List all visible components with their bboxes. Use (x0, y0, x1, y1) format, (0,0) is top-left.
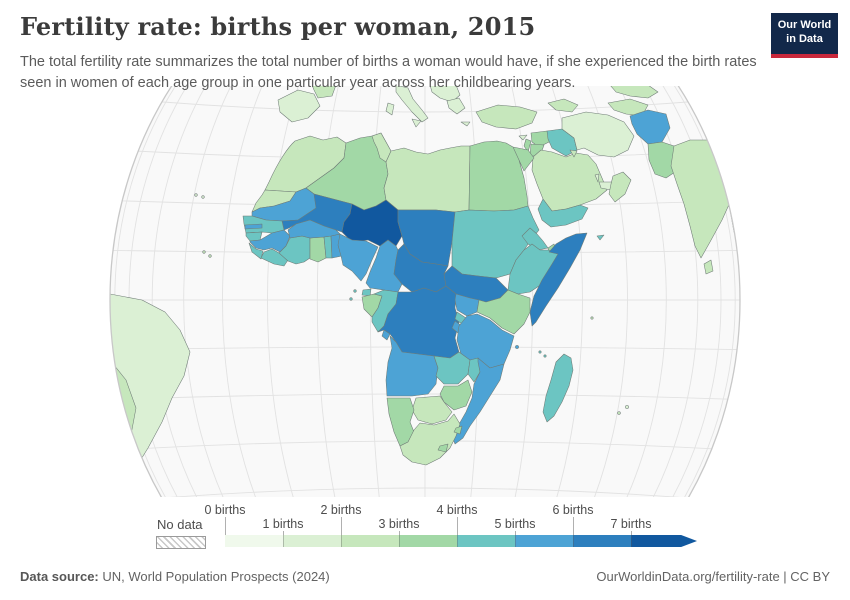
country-libya[interactable] (383, 145, 471, 213)
country-syria[interactable] (530, 130, 552, 148)
owid-logo[interactable]: Our World in Data (771, 13, 838, 58)
country-caucasus[interactable] (547, 98, 579, 113)
country-sao-tome[interactable] (353, 289, 357, 293)
country-comoros[interactable] (538, 350, 542, 354)
legend-tick-0 (225, 517, 226, 535)
page-subtitle: The total fertility rate summarizes the … (20, 54, 757, 92)
country-morocco[interactable] (264, 135, 347, 193)
legend-no-data-swatch[interactable] (156, 536, 206, 549)
country-burkina-faso[interactable] (287, 219, 341, 239)
legend-bin-2[interactable] (341, 535, 399, 547)
country-kenya[interactable] (476, 289, 531, 335)
canary-islands-icon[interactable] (201, 195, 205, 199)
legend-bin-6[interactable] (573, 535, 631, 547)
country-spain[interactable] (277, 89, 321, 123)
zanzibar-island[interactable] (515, 345, 519, 349)
country-lesotho[interactable] (437, 443, 449, 453)
legend-tick-6 (573, 517, 574, 535)
country-tunisia[interactable] (371, 132, 392, 163)
country-seychelles[interactable] (590, 316, 594, 320)
country-zambia[interactable] (433, 351, 471, 385)
country-zimbabwe[interactable] (439, 379, 473, 411)
legend-tick-1 (283, 531, 284, 535)
country-sao-tome[interactable] (349, 297, 353, 301)
canary-islands-icon[interactable] (194, 193, 198, 197)
country-cyprus[interactable] (518, 134, 528, 141)
owid-link[interactable]: OurWorldinData.org/fertility-rate | CC B… (596, 569, 830, 584)
owid-logo-line1: Our World (777, 19, 832, 31)
legend-bin-7[interactable] (631, 535, 697, 547)
legend-bin-1[interactable] (283, 535, 341, 547)
country-cape-verde[interactable] (208, 254, 212, 258)
country-yemen[interactable] (537, 198, 605, 241)
legend-tick-label-4: 4 births (436, 503, 478, 517)
data-source-text: UN, World Population Prospects (2024) (98, 569, 330, 584)
data-source-note: Data source: UN, World Population Prospe… (20, 569, 330, 584)
data-source-label: Data source: (20, 569, 99, 584)
country-eswatini[interactable] (453, 425, 463, 435)
country-iran[interactable] (561, 111, 635, 158)
country-cameroon[interactable] (365, 239, 403, 293)
countries-layer (82, 85, 740, 497)
country-kuwait[interactable] (569, 149, 578, 158)
legend-tick-label-5: 5 births (494, 517, 536, 531)
legend-tick-label-0: 0 births (204, 503, 246, 517)
country-mauritius[interactable] (625, 405, 629, 409)
country-mozambique[interactable] (451, 357, 505, 445)
country-uganda[interactable] (454, 293, 480, 317)
legend-tick-label-1: 1 births (262, 517, 304, 531)
country-madagascar[interactable] (542, 353, 574, 423)
footer: Data source: UN, World Population Prospe… (20, 569, 830, 584)
country-reunion[interactable] (617, 411, 621, 415)
legend-tick-5 (515, 531, 516, 535)
legend-tick-label-6: 6 births (552, 503, 594, 517)
country-botswana[interactable] (411, 395, 453, 425)
country-malawi[interactable] (467, 357, 481, 383)
country-oman[interactable] (608, 171, 632, 203)
country-sri-lanka[interactable] (703, 259, 714, 275)
legend-bin-4[interactable] (457, 535, 515, 547)
country-qatar[interactable] (594, 173, 600, 183)
legend-tick-4 (457, 517, 458, 535)
legend-no-data-label: No data (157, 517, 203, 532)
globe-outline (109, 86, 741, 497)
country-nigeria[interactable] (337, 233, 379, 282)
country-france[interactable] (311, 85, 337, 99)
country-comoros[interactable] (543, 354, 547, 358)
country-cape-verde[interactable] (202, 250, 206, 254)
owid-logo-line2: in Data (786, 33, 823, 46)
country-somalia[interactable] (529, 232, 588, 327)
legend-bin-0[interactable] (225, 535, 283, 547)
country-ghana[interactable] (309, 236, 327, 263)
country-eritrea[interactable] (521, 227, 549, 251)
legend-bin-5[interactable] (515, 535, 573, 547)
country-italy[interactable] (385, 85, 429, 128)
country-turkey[interactable] (475, 104, 538, 130)
country-greece[interactable] (446, 97, 471, 127)
legend-tick-3 (399, 531, 400, 535)
country-kazakhstan[interactable] (609, 85, 659, 99)
country-saudi-arabia[interactable] (531, 149, 608, 212)
legend-tick-2 (341, 517, 342, 535)
page-title: Fertility rate: births per woman, 2015 (20, 12, 536, 41)
legend-tick-7 (631, 531, 632, 535)
country-sierra-leone[interactable] (248, 242, 264, 260)
legend-bin-3[interactable] (399, 535, 457, 547)
country-angola[interactable] (381, 329, 439, 397)
country-gambia[interactable] (244, 223, 263, 230)
country-south-africa[interactable] (399, 413, 461, 466)
legend-tick-label-2: 2 births (320, 503, 362, 517)
legend-tick-label-7: 7 births (610, 517, 652, 531)
country-peru-coast[interactable] (82, 359, 137, 497)
legend-tick-label-3: 3 births (378, 517, 420, 531)
